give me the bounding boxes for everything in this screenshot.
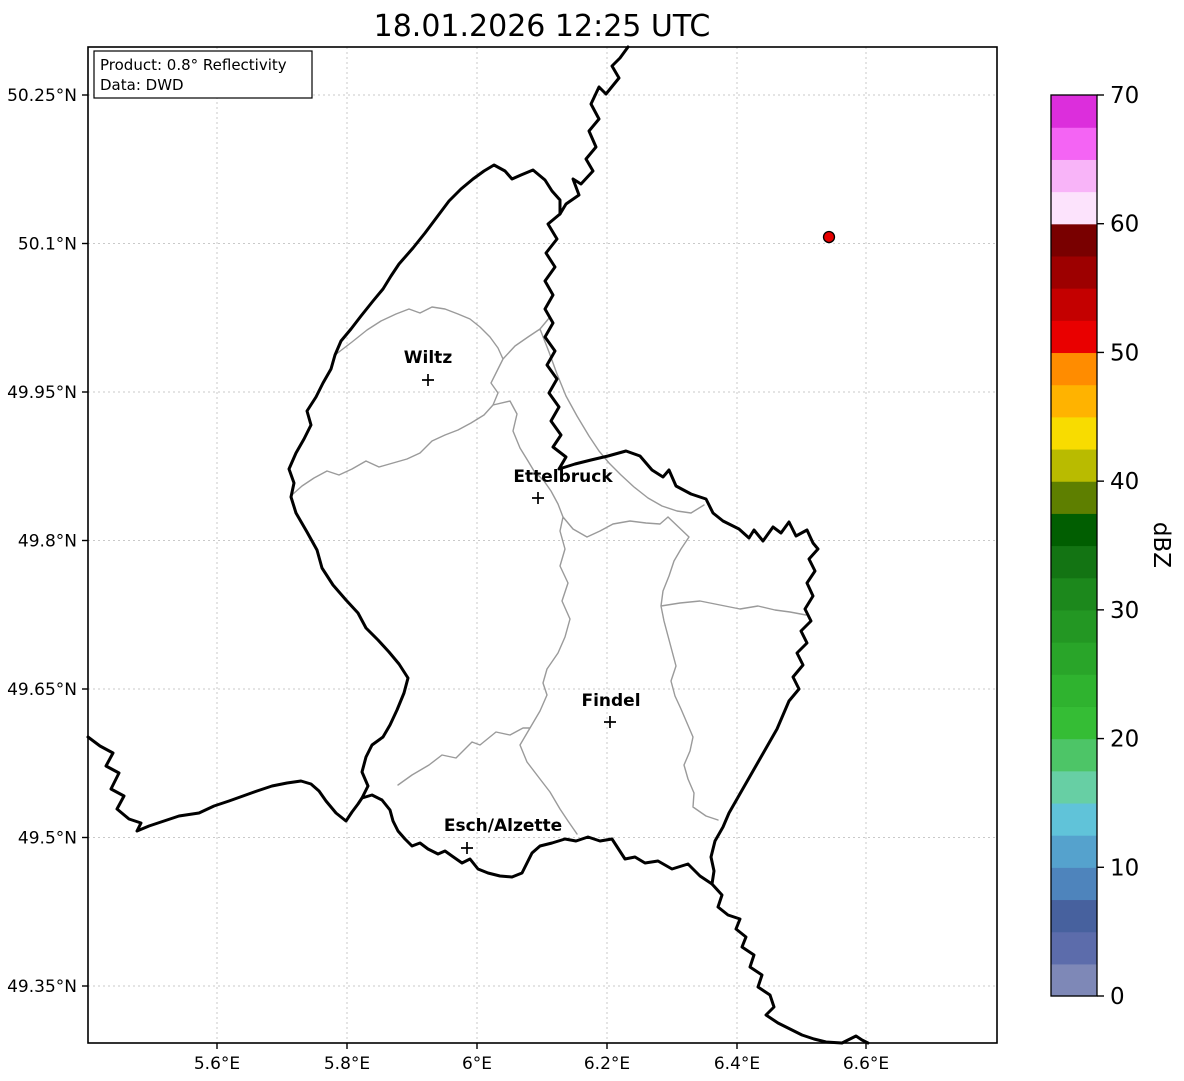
map-frame [87, 46, 998, 1044]
y-tick-label: 49.5°N [18, 829, 77, 849]
colorbar-segment [1051, 770, 1097, 804]
x-tick-label: 6.6°E [843, 1054, 889, 1074]
colorbar-segment [1051, 320, 1097, 354]
x-tick-label: 6.4°E [714, 1054, 760, 1074]
x-tick-label: 6.2°E [584, 1054, 630, 1074]
y-tick-label: 49.35°N [7, 977, 77, 997]
city-marker-icon [422, 374, 434, 386]
axis-ticks: 5.6°E 5.8°E 6°E 6.2°E 6.4°E 6.6°E 50.25°N 50.1°… [7, 86, 889, 1074]
colorbar-segment [1051, 255, 1097, 289]
colorbar-tick-label: 50 [1110, 340, 1139, 366]
gridlines [88, 47, 997, 1043]
colorbar-tick-label: 30 [1110, 598, 1139, 624]
colorbar-segment [1051, 545, 1097, 579]
luxembourg-border [287, 163, 820, 886]
city-label: Findel [581, 691, 640, 711]
colorbar-segment [1051, 835, 1097, 868]
colorbar-segment [1051, 127, 1097, 160]
neighbour-country-borders [86, 45, 870, 1045]
colorbar-segment [1051, 899, 1097, 933]
figure-title: 18.01.2026 12:25 UTC [374, 9, 711, 44]
info-box-background [93, 50, 313, 99]
colorbar-segment [1051, 223, 1097, 257]
colorbar-segment [1051, 288, 1097, 321]
info-box-source: Data: DWD [100, 76, 184, 94]
city-marker-icon [532, 492, 544, 504]
city-marker-icon [604, 716, 616, 728]
colorbar-tick-label: 20 [1110, 727, 1139, 753]
colorbar-frame [1050, 94, 1098, 997]
colorbar-segment [1051, 577, 1097, 611]
colorbar-segment [1051, 384, 1097, 418]
city-marker-icon [461, 842, 473, 854]
city-label: Esch/Alzette [444, 816, 562, 836]
colorbar-tick-label: 10 [1110, 855, 1139, 881]
x-tick-label: 5.6°E [194, 1054, 240, 1074]
info-box-product: Product: 0.8° Reflectivity [100, 56, 287, 74]
city-label: Ettelbruck [513, 467, 613, 487]
colorbar-segment [1051, 159, 1097, 193]
colorbar: 0 10 20 30 40 50 60 70 [1050, 83, 1139, 1010]
colorbar-segment [1051, 416, 1097, 450]
colorbar-segment [1051, 738, 1097, 772]
colorbar-segment [1051, 867, 1097, 901]
colorbar-segment [1051, 481, 1097, 514]
colorbar-segment [1051, 191, 1097, 225]
info-box: Product: 0.8° Reflectivity Data: DWD [93, 50, 313, 99]
colorbar-tick-label: 0 [1110, 984, 1125, 1010]
colorbar-segment [1051, 706, 1097, 740]
city-labels: Wiltz Ettelbruck Findel Esch/Alzette [404, 348, 641, 854]
colorbar-unit-label: dBZ [1148, 522, 1174, 568]
y-tick-label: 49.8°N [18, 532, 77, 552]
x-tick-label: 6°E [462, 1054, 492, 1074]
colorbar-segment [1051, 609, 1097, 643]
canton-borders [292, 306, 807, 835]
y-tick-label: 50.1°N [18, 235, 77, 255]
y-tick-label: 49.65°N [7, 680, 77, 700]
colorbar-tick-label: 40 [1110, 469, 1139, 495]
colorbar-tick-label: 70 [1110, 83, 1139, 109]
colorbar-tick-label: 60 [1110, 212, 1139, 238]
colorbar-segment [1051, 931, 1097, 965]
y-tick-label: 50.25°N [7, 86, 77, 106]
colorbar-segment [1051, 674, 1097, 707]
colorbar-segment [1051, 95, 1097, 128]
colorbar-segment [1051, 448, 1097, 482]
colorbar-segment [1051, 642, 1097, 675]
y-tick-label: 49.95°N [7, 383, 77, 403]
colorbar-segment [1051, 513, 1097, 547]
radar-echo-point [822, 230, 836, 244]
colorbar-segment [1051, 963, 1097, 997]
x-tick-label: 5.8°E [324, 1054, 370, 1074]
colorbar-segment [1051, 802, 1097, 836]
colorbar-segment [1051, 352, 1097, 386]
city-label: Wiltz [404, 348, 453, 368]
